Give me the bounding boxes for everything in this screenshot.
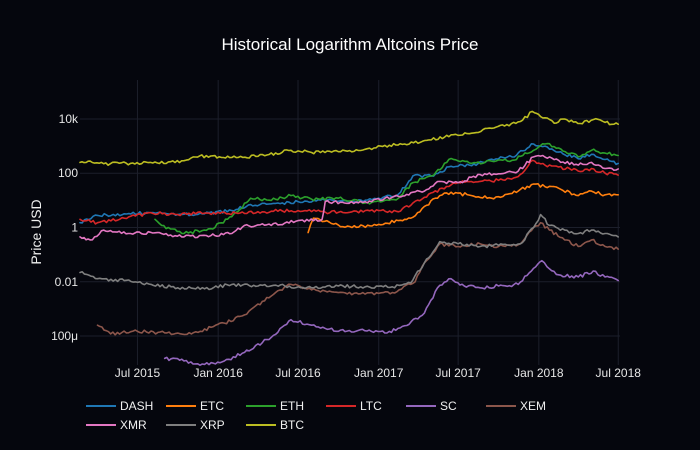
x-tick-label: Jul 2016 bbox=[275, 366, 321, 380]
legend-item-sc[interactable]: SC bbox=[406, 399, 457, 413]
series-line-xem bbox=[96, 221, 619, 336]
x-tick-label: Jan 2018 bbox=[514, 366, 564, 380]
series-line-btc bbox=[79, 110, 619, 166]
y-tick-label: 100 bbox=[58, 166, 78, 180]
grid bbox=[80, 80, 620, 365]
series-line-ltc bbox=[79, 159, 619, 225]
legend-item-xem[interactable]: XEM bbox=[486, 399, 546, 413]
x-tick-label: Jan 2016 bbox=[193, 366, 243, 380]
y-axis: 100μ 0.01 1 100 10k bbox=[51, 112, 79, 343]
legend-item-ltc[interactable]: LTC bbox=[326, 399, 382, 413]
series-line-xrp bbox=[79, 213, 619, 291]
y-axis-title: Price USD bbox=[28, 199, 44, 264]
plot-area bbox=[79, 110, 619, 366]
legend-item-eth[interactable]: ETH bbox=[246, 399, 304, 413]
x-tick-label: Jan 2017 bbox=[354, 366, 404, 380]
y-tick-label: 1 bbox=[71, 221, 78, 235]
series-line-sc bbox=[163, 259, 619, 366]
legend-label: ETH bbox=[280, 399, 304, 413]
legend[interactable]: DASH ETC ETH LTC SC XEM XMR XRP BTC bbox=[86, 399, 546, 432]
y-tick-label: 10k bbox=[59, 112, 79, 126]
legend-item-xmr[interactable]: XMR bbox=[86, 418, 147, 432]
legend-label: DASH bbox=[120, 399, 153, 413]
y-tick-label: 0.01 bbox=[55, 275, 79, 289]
series-line-eth bbox=[154, 142, 619, 235]
x-axis: Jul 2015 Jan 2016 Jul 2016 Jan 2017 Jul 2017… bbox=[115, 366, 641, 380]
series-line-etc bbox=[307, 183, 619, 234]
chart-title: Historical Logarithm Altcoins Price bbox=[222, 35, 479, 54]
y-tick-label: 100μ bbox=[51, 329, 78, 343]
legend-label: LTC bbox=[360, 399, 382, 413]
legend-label: ETC bbox=[200, 399, 224, 413]
legend-label: BTC bbox=[280, 418, 304, 432]
legend-item-etc[interactable]: ETC bbox=[166, 399, 224, 413]
legend-label: XRP bbox=[200, 418, 225, 432]
legend-item-btc[interactable]: BTC bbox=[246, 418, 304, 432]
x-tick-label: Jul 2017 bbox=[435, 366, 481, 380]
x-tick-label: Jul 2018 bbox=[596, 366, 642, 380]
series-line-xmr bbox=[79, 154, 619, 241]
legend-item-xrp[interactable]: XRP bbox=[166, 418, 225, 432]
x-tick-label: Jul 2015 bbox=[115, 366, 161, 380]
legend-item-dash[interactable]: DASH bbox=[86, 399, 153, 413]
legend-label: XEM bbox=[520, 399, 546, 413]
legend-label: SC bbox=[440, 399, 457, 413]
legend-label: XMR bbox=[120, 418, 147, 432]
